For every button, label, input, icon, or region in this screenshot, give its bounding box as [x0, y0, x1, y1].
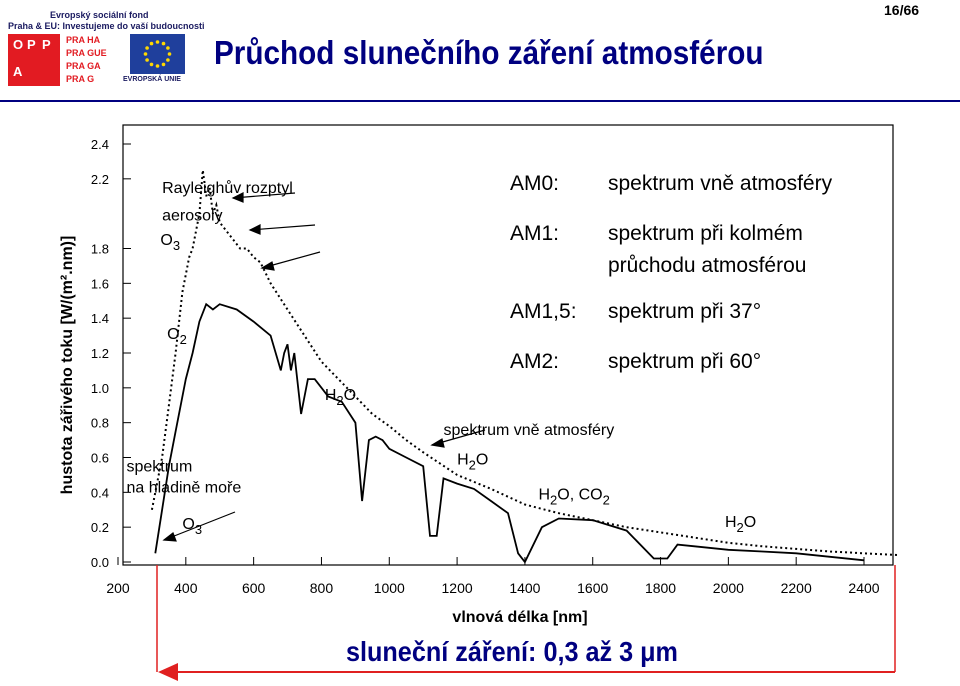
- y-tick-label: 0.6: [91, 451, 109, 466]
- bottom-caption: sluneční záření: 0,3 až 3 μm: [346, 636, 678, 667]
- y-tick-label: 0.4: [91, 485, 109, 500]
- legend-desc: průchodu atmosférou: [608, 254, 806, 277]
- chart-annotation: O2: [167, 326, 187, 347]
- chart-annotation: H2O: [725, 514, 756, 535]
- y-axis-label: hustota zářivého toku [W/(m².nm)]: [59, 236, 76, 495]
- x-tick-label: 1200: [442, 580, 473, 596]
- x-axis-label: vlnová délka [nm]: [452, 609, 587, 626]
- page-number: 16/66: [884, 2, 920, 18]
- x-tick-label: 1000: [374, 580, 405, 596]
- y-tick-label: 0.2: [91, 520, 109, 535]
- y-tick-label: 1.0: [91, 381, 109, 396]
- opp-logo: O P P A: [8, 34, 60, 86]
- x-tick-label: 1600: [577, 580, 608, 596]
- chart-annotation: H2O: [457, 451, 488, 472]
- y-tick-label: 1.8: [91, 242, 109, 257]
- y-tick-label: 1.6: [91, 276, 109, 291]
- y-tick-label: 2.4: [91, 137, 109, 152]
- range-arrow: [156, 565, 896, 681]
- chart-annotation: Rayleighův rozptyl: [162, 179, 293, 197]
- x-tick-label: 800: [310, 580, 334, 596]
- logo-line2: Praha & EU: Investujeme do vaší budoucno…: [8, 21, 205, 31]
- legend-desc: spektrum při 60°: [608, 350, 761, 373]
- chart-annotation: H2O: [325, 387, 356, 408]
- annotation-pointers: [162, 192, 486, 542]
- x-tick-label: 600: [242, 580, 266, 596]
- x-axis: 200 400 600 800 1000 1200 1400 1600 1800 2000 2200…: [106, 557, 880, 596]
- legend-code: AM1,5:: [510, 300, 577, 323]
- pointer-am0-head: [430, 438, 445, 448]
- chart-annotation: spektrum vně atmosféry: [444, 422, 615, 439]
- x-tick-label: 1800: [645, 580, 676, 596]
- page-title: Průchod slunečního záření atmosférou: [214, 34, 764, 71]
- range-arrow-head: [158, 663, 178, 681]
- pointer-o3-head: [260, 261, 275, 271]
- annotation-layer: Rayleighův rozptyl aerosoly O3 O2 H2O H2O H2O,…: [126, 179, 756, 537]
- praha-logo: PRA HA PRA GUE PRA GA PRA G: [66, 35, 107, 84]
- legend-desc: spektrum při kolmém: [608, 222, 803, 245]
- eu-label: EVROPSKÁ UNIE: [123, 76, 181, 83]
- y-tick-label: 1.4: [91, 311, 109, 326]
- series-layer: [150, 169, 898, 564]
- esf-logo: Evropský sociální fond Praha & EU: Inves…: [8, 10, 205, 86]
- title-divider: [0, 100, 960, 102]
- plot-frame: [122, 124, 894, 566]
- legend-code: AM0:: [510, 172, 559, 195]
- x-tick-label: 2400: [848, 580, 879, 596]
- pointer-rayleigh-head: [231, 192, 244, 203]
- chart-annotation: na hladině moře: [126, 479, 241, 496]
- y-tick-label: 1.2: [91, 346, 109, 361]
- legend-box: AM0: spektrum vně atmosféry AM1: spektrum p…: [510, 172, 833, 373]
- chart-annotation: H2O, CO2: [538, 486, 609, 507]
- y-tick-label: 2.2: [91, 172, 109, 187]
- series-sea-level: [154, 302, 865, 564]
- pointer-aerosoly-head: [248, 224, 261, 235]
- chart-annotation: aerosoly: [162, 208, 222, 225]
- legend-desc: spektrum vně atmosféry: [608, 172, 833, 195]
- eu-flag-icon: [130, 34, 185, 74]
- pointer-o3-ground-head: [162, 532, 177, 542]
- y-tick-label: 0.0: [91, 555, 109, 570]
- chart-annotation: spektrum: [126, 458, 192, 475]
- legend-code: AM1:: [510, 222, 559, 245]
- legend-desc: spektrum při 37°: [608, 300, 761, 323]
- legend-code: AM2:: [510, 350, 559, 373]
- x-tick-label: 2200: [781, 580, 812, 596]
- logo-line1: Evropský sociální fond: [50, 10, 149, 20]
- x-tick-label: 400: [174, 580, 198, 596]
- x-tick-label: 2000: [713, 580, 744, 596]
- x-tick-label: 1400: [509, 580, 540, 596]
- y-axis: 0.0 0.2 0.4 0.6 0.8 1.0 1.2 1.4 1.6 1.8 2.2 2.4: [91, 137, 131, 570]
- y-tick-label: 0.8: [91, 416, 109, 431]
- pointer-aerosoly: [249, 224, 316, 231]
- pointer-o3-ground: [163, 511, 236, 541]
- x-tick-label: 200: [106, 580, 130, 596]
- chart-annotation: O3: [160, 232, 180, 253]
